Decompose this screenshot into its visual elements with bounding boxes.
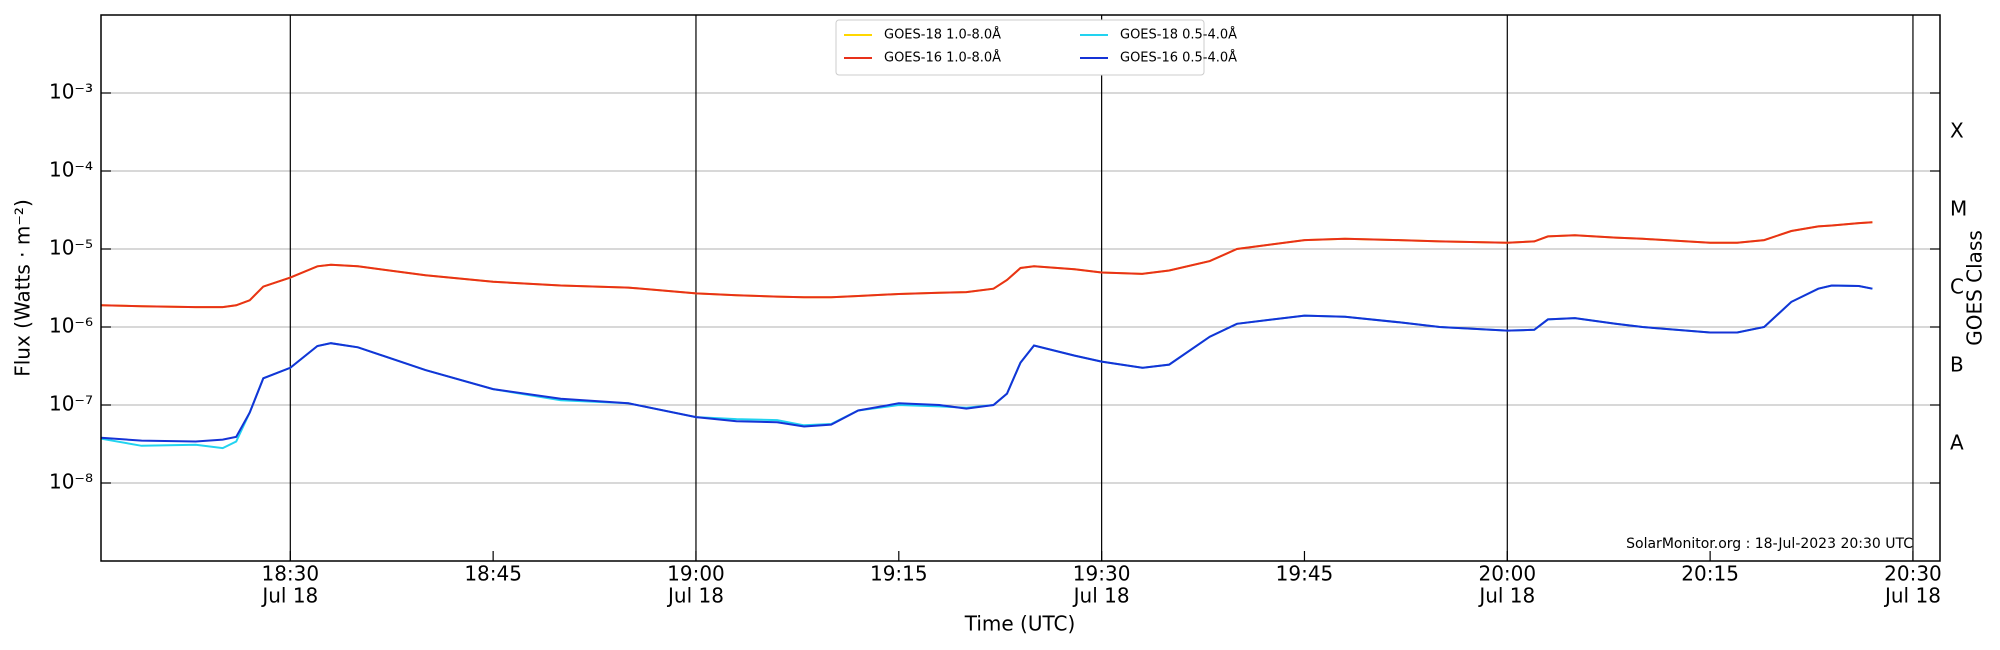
y2-tick-label: X [1950,119,1964,143]
annotation: SolarMonitor.org : 18-Jul-2023 20:30 UTC [1626,536,1913,552]
series-line [100,221,1873,309]
x-tick-date: Jul 18 [1072,584,1130,608]
x-tick-date: Jul 18 [666,584,724,608]
x-tick-label: 18:45 [464,562,522,586]
x-tick-label: 20:15 [1681,562,1739,586]
x-tick-label: 20:30 [1884,562,1942,586]
series-line [100,284,1873,443]
legend-label: GOES-18 1.0-8.0Å [884,27,1001,43]
x-tick-label: 19:45 [1276,562,1334,586]
y2-tick-label: B [1950,353,1964,377]
x-tick-date: Jul 18 [1883,584,1941,608]
y2-tick-label: M [1950,197,1967,221]
y2-axis-label: GOES Class [1963,230,1987,346]
plot-frame [100,14,1941,562]
x-tick-label: 19:00 [667,562,725,586]
x-axis-label: Time (UTC) [964,612,1076,636]
y-tick-label: 10⁻⁶ [49,314,93,338]
x-tick-label: 20:00 [1478,562,1536,586]
legend-label: GOES-16 0.5-4.0Å [1120,50,1237,66]
x-tick-date: Jul 18 [260,584,318,608]
y-tick-label: 10⁻⁴ [49,158,93,182]
x-tick-label: 19:15 [870,562,928,586]
x-tick-label: 18:30 [261,562,319,586]
y2-tick-label: A [1950,431,1964,455]
legend-label: GOES-18 0.5-4.0Å [1120,27,1237,43]
x-tick-date: Jul 18 [1477,584,1535,608]
y-tick-label: 10⁻⁸ [49,470,93,494]
y-tick-label: 10⁻⁷ [49,392,93,416]
legend-label: GOES-16 1.0-8.0Å [884,50,1001,66]
y2-tick-label: C [1950,275,1964,299]
y-tick-label: 10⁻³ [49,80,93,104]
legend-box [835,19,1205,76]
y-tick-label: 10⁻⁵ [49,236,93,260]
y-axis-label: Flux (Watts · m⁻²) [11,199,35,377]
x-tick-label: 19:30 [1073,562,1131,586]
